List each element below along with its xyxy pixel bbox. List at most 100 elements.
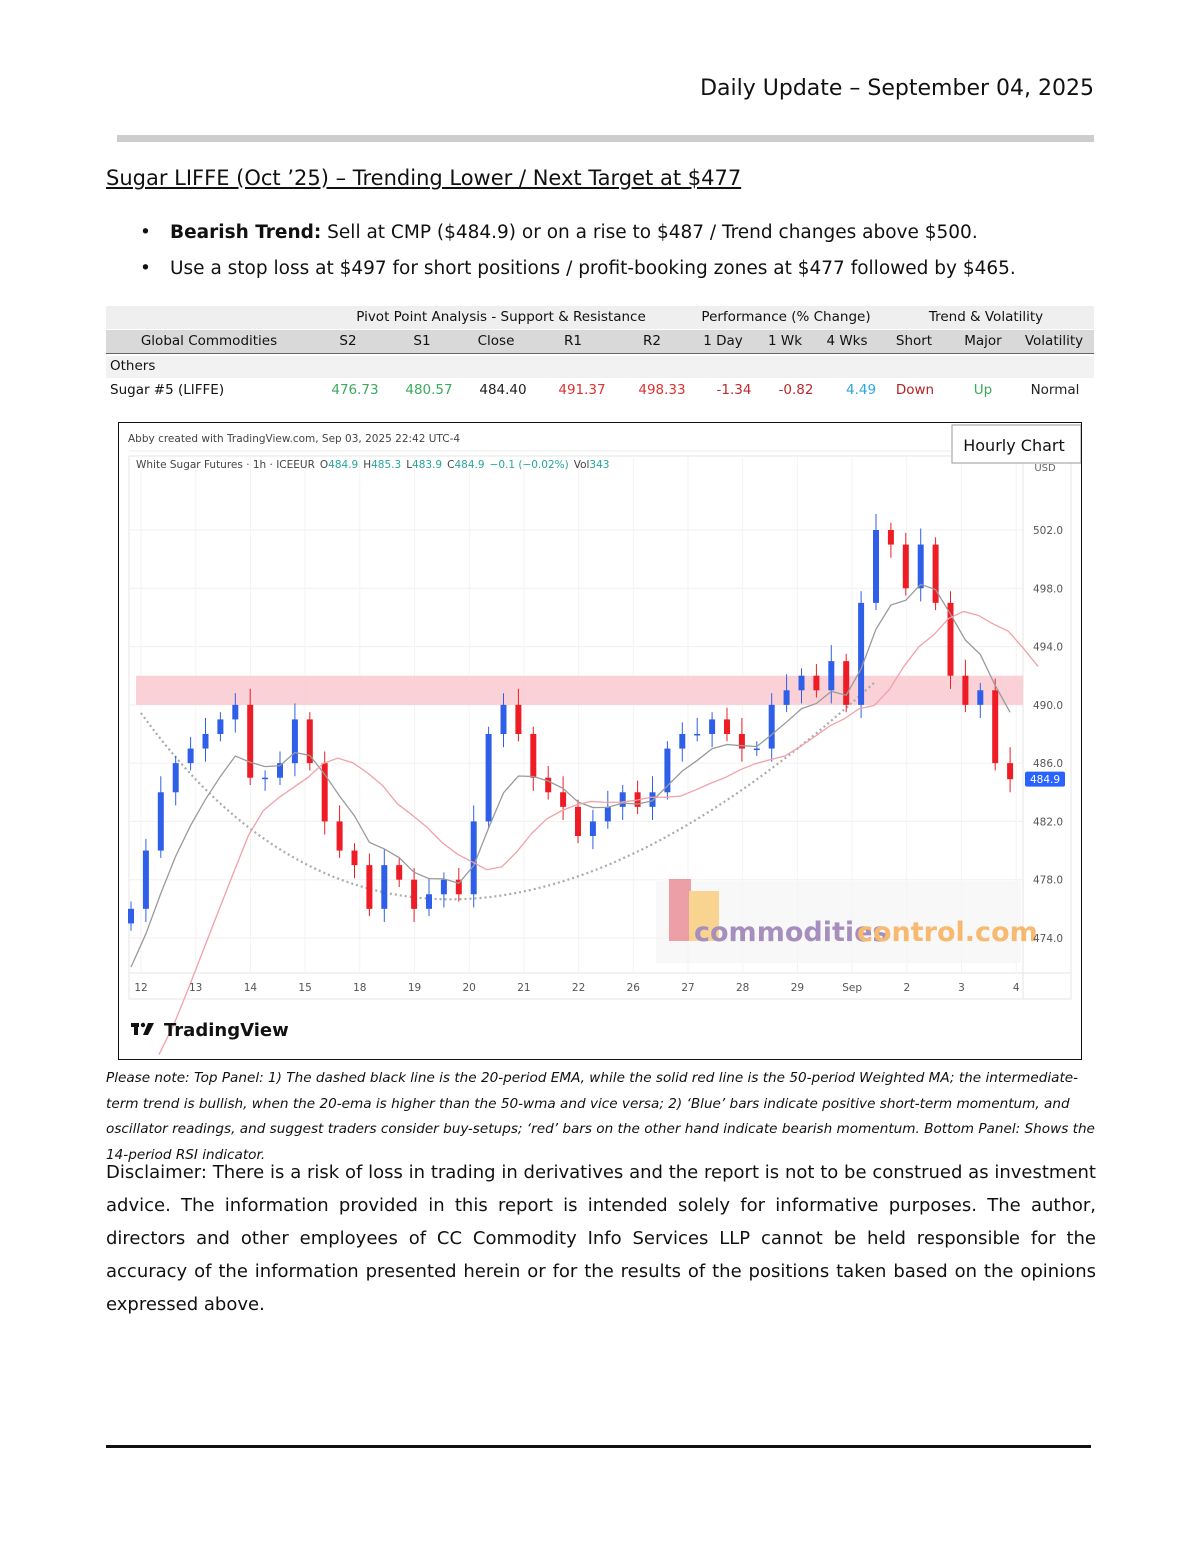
candle — [709, 712, 716, 748]
x-tick-label: 3 — [958, 982, 965, 994]
candle — [843, 653, 850, 713]
bullet-text: Use a stop loss at $497 for short positi… — [170, 258, 1016, 279]
x-tick-label: 19 — [408, 982, 421, 994]
candle — [262, 770, 269, 791]
candle — [545, 766, 552, 800]
candle — [694, 717, 701, 742]
candle — [679, 722, 686, 762]
column-header: 1 Day — [703, 333, 743, 349]
header-divider — [117, 135, 1094, 142]
candle — [396, 857, 403, 887]
table-group-header: Pivot Point Analysis - Support & Resista… — [106, 306, 1094, 329]
bullet-item: • Use a stop loss at $497 for short posit… — [140, 258, 1016, 279]
column-header: 4 Wks — [826, 333, 868, 349]
y-tick-label: 486.0 — [1033, 758, 1063, 770]
column-header: S1 — [413, 333, 431, 349]
candle — [426, 878, 432, 917]
cell-close: 484.40 — [479, 382, 527, 398]
chart-canvas: commodities control.com 502.0 498.0 494.0 4… — [128, 424, 1081, 1055]
candle — [530, 726, 537, 791]
ema-20-line — [130, 583, 1011, 968]
x-tick-label: 29 — [791, 982, 804, 994]
x-tick-label: 26 — [627, 982, 641, 994]
x-tick-label: 27 — [681, 982, 694, 994]
y-tick-label: 498.0 — [1033, 583, 1063, 595]
candle — [649, 776, 656, 820]
candle — [604, 790, 611, 829]
table-row: Sugar #5 (LIFFE) 476.73 480.57 484.40 491.3… — [106, 380, 1094, 403]
hourly-chart-label: Hourly Chart — [963, 436, 1065, 455]
column-header: S2 — [339, 333, 357, 349]
watermark-logo-icon — [669, 879, 691, 941]
last-price-value: 484.9 — [1030, 774, 1060, 786]
wma-50-line — [158, 610, 1039, 1055]
candle — [977, 682, 984, 718]
y-tick-label: 474.0 — [1033, 933, 1063, 945]
x-tick-label: 14 — [244, 982, 258, 994]
section-label: Others — [110, 358, 156, 374]
candle — [306, 712, 313, 771]
candle — [589, 809, 596, 850]
candle — [753, 741, 760, 756]
candle — [411, 868, 418, 922]
candle — [128, 901, 134, 931]
report-date-title: Daily Update – September 04, 2025 — [700, 76, 1094, 101]
cell-1-wk: -0.82 — [778, 382, 814, 398]
candle — [992, 678, 999, 771]
x-tick-label: 28 — [736, 982, 749, 994]
candle — [187, 736, 194, 771]
dotted-trend-curve — [140, 680, 877, 901]
watermark-text-1: commodities — [694, 917, 889, 948]
group-pivot: Pivot Point Analysis - Support & Resista… — [356, 309, 646, 325]
bullet-item: • Bearish Trend: Sell at CMP ($484.9) or … — [140, 222, 978, 243]
candle — [172, 755, 179, 806]
candle — [634, 780, 641, 815]
candle — [798, 668, 805, 704]
currency-label: USD — [1034, 463, 1056, 474]
commodity-name: Sugar #5 (LIFFE) — [110, 382, 225, 398]
candle — [351, 843, 358, 879]
candle — [366, 853, 373, 917]
y-tick-label: 494.0 — [1033, 642, 1063, 654]
candle — [500, 693, 507, 748]
candle — [783, 674, 790, 713]
candle — [873, 513, 879, 611]
table-column-header: Global Commodities S2 S1 Close R1 R2 1 Day 1 Wk… — [106, 330, 1094, 354]
cell-r1: 491.37 — [558, 382, 606, 398]
x-tick-label: 21 — [517, 982, 530, 994]
candle — [247, 688, 254, 785]
x-tick-label: 4 — [1013, 982, 1020, 994]
cell-1-day: -1.34 — [716, 382, 752, 398]
bullet-icon: • — [140, 222, 151, 243]
candle — [217, 712, 224, 742]
y-tick-label: 490.0 — [1033, 700, 1063, 712]
candle — [336, 805, 343, 858]
candle — [381, 849, 388, 922]
candle — [202, 717, 209, 762]
column-header: Major — [964, 333, 1002, 349]
cell-s1: 480.57 — [405, 382, 453, 398]
x-tick-label: 2 — [903, 982, 910, 994]
column-header: Short — [895, 333, 933, 349]
x-tick-label: Sep — [842, 982, 862, 994]
candle — [142, 838, 149, 922]
candle — [455, 868, 462, 902]
candle — [575, 799, 581, 844]
report-heading: Sugar LIFFE (Oct ’25) – Trending Lower /… — [106, 166, 742, 190]
cell-volatility: Normal — [1030, 382, 1080, 398]
column-header: Volatility — [1024, 333, 1084, 349]
hourly-chart-badge — [951, 424, 1081, 464]
x-tick-label: 22 — [572, 982, 585, 994]
bullet-icon: • — [140, 258, 151, 279]
candle — [858, 591, 865, 718]
disclaimer: Disclaimer: There is a risk of loss in t… — [106, 1162, 1096, 1315]
candle — [440, 872, 447, 908]
column-header: Close — [477, 333, 515, 349]
hourly-chart: commodities control.com 502.0 498.0 494.0 4… — [118, 422, 1082, 1060]
candle — [515, 688, 522, 742]
candle — [887, 522, 894, 558]
candle — [485, 726, 492, 829]
group-trend: Trend & Volatility — [928, 309, 1044, 325]
cell-s2: 476.73 — [331, 382, 379, 398]
table-section-row: Others — [106, 356, 1094, 378]
